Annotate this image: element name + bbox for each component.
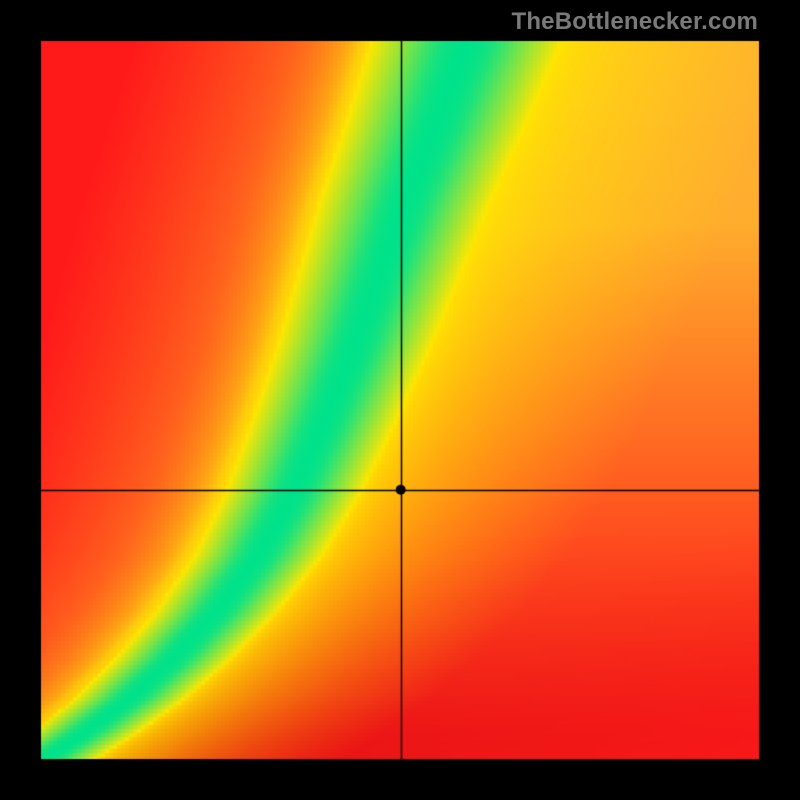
heatmap-canvas: [0, 0, 800, 800]
chart-container: TheBottlenecker.com: [0, 0, 800, 800]
